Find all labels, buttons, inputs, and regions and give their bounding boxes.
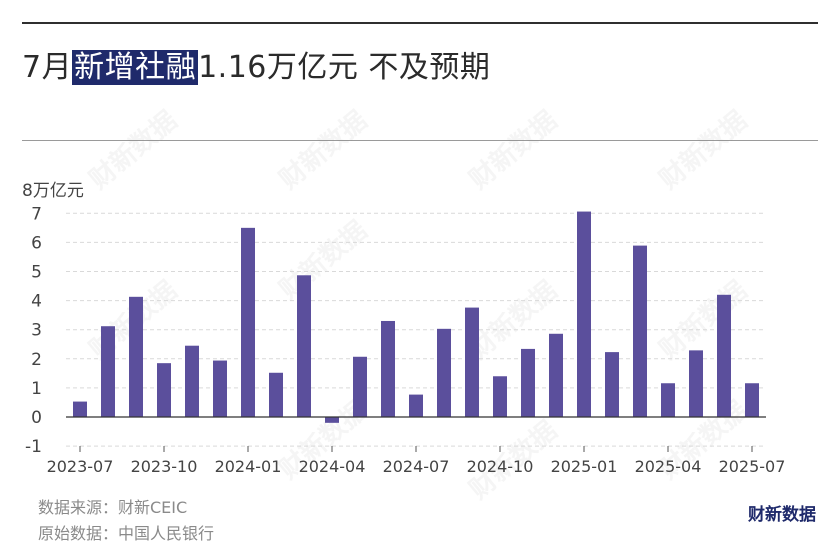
bar — [465, 307, 479, 417]
top-rule — [22, 22, 818, 24]
bar — [745, 383, 759, 417]
y-tick-label: 1 — [31, 379, 42, 399]
x-tick-label: 2023-10 — [131, 457, 198, 476]
bar-chart: 7 6 5 4 3 2 1 0 -1 2023-07 2023-10 2024-01 2024-04 20… — [25, 204, 786, 476]
bar — [269, 372, 283, 417]
bar — [521, 348, 535, 417]
title-prefix: 7月 — [22, 50, 73, 85]
bar — [73, 401, 87, 417]
bar — [549, 333, 563, 417]
bar — [241, 227, 255, 417]
x-tick-label: 2024-01 — [215, 457, 282, 476]
raw-data-source: 原始数据：中国人民银行 — [38, 524, 215, 543]
bar — [689, 350, 703, 417]
title-highlight: 新增社融 — [72, 50, 199, 85]
x-tick-label: 2025-01 — [551, 457, 618, 476]
x-tick-label: 2024-04 — [299, 457, 366, 476]
data-source: 数据来源：财新CEIC — [38, 498, 188, 517]
y-tick-label: 3 — [31, 321, 42, 341]
x-tick-label: 2024-07 — [383, 457, 450, 476]
y-tick-label: 6 — [31, 233, 42, 253]
bar — [717, 294, 731, 417]
y-tick-label: 7 — [31, 204, 42, 224]
bar — [605, 352, 619, 417]
bar — [493, 376, 507, 417]
x-tick-label: 2023-07 — [47, 457, 114, 476]
page-title: 7月新增社融1.16万亿元 不及预期 — [22, 42, 490, 86]
bar — [101, 326, 115, 417]
bar — [661, 383, 675, 417]
y-axis-unit-label: 8万亿元 — [22, 181, 84, 201]
x-tick-label: 2025-04 — [635, 457, 702, 476]
bar — [577, 211, 591, 417]
bar — [325, 417, 339, 423]
bar — [129, 296, 143, 417]
bar — [297, 275, 311, 417]
bar — [353, 356, 367, 417]
y-tick-label: 5 — [31, 263, 42, 283]
x-tick-label: 2025-07 — [719, 457, 786, 476]
y-tick-label: 0 — [31, 408, 42, 428]
bar — [185, 345, 199, 417]
y-tick-label: 4 — [31, 292, 42, 312]
bar — [633, 245, 647, 417]
title-divider — [22, 140, 818, 141]
y-tick-label: -1 — [25, 437, 42, 457]
bar — [157, 363, 171, 417]
y-tick-label: 2 — [31, 350, 42, 370]
bar — [213, 360, 227, 417]
x-tick-label: 2024-10 — [467, 457, 534, 476]
brand-logo: 财新数据 — [748, 505, 816, 525]
title-suffix: 1.16万亿元 不及预期 — [198, 50, 491, 85]
bar — [437, 328, 451, 417]
bar — [409, 394, 423, 417]
bar — [381, 320, 395, 417]
